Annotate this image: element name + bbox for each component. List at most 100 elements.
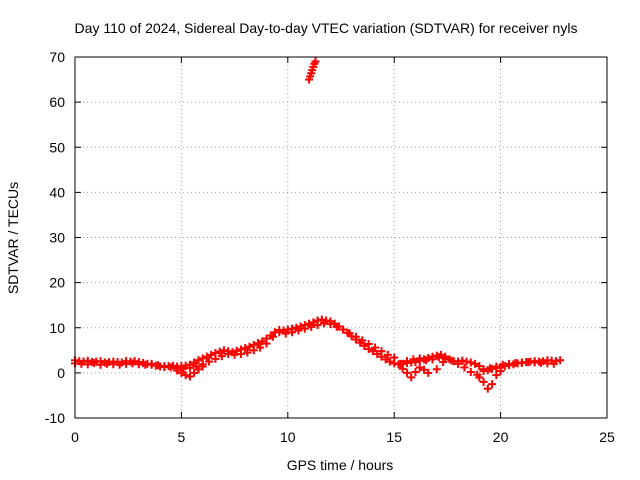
y-axis-label: SDTVAR / TECUs [5,182,21,294]
data-point [254,339,263,348]
data-point [377,347,386,356]
data-point [256,343,265,352]
data-point [339,325,348,334]
data-point [488,380,497,389]
data-point [300,324,309,333]
data-point [549,359,558,368]
data-point [432,365,441,374]
y-tick-label: 70 [49,49,65,65]
data-point [383,350,392,359]
chart-title: Day 110 of 2024, Sidereal Day-to-day VTE… [75,20,578,36]
x-axis-label: GPS time / hours [287,457,394,473]
x-tick-label: 20 [493,429,509,445]
x-tick-label: 15 [386,429,402,445]
data-point [460,363,469,372]
data-point [398,364,407,373]
data-point [215,347,224,356]
data-point [466,358,475,367]
data-point [447,356,456,365]
data-point [496,367,505,376]
data-point [332,322,341,331]
data-point [207,350,216,359]
data-point [307,322,316,331]
x-tick-label: 0 [71,429,79,445]
data-point [428,355,437,364]
y-tick-label: 40 [49,184,65,200]
data-point [364,339,373,348]
data-point [147,359,156,368]
data-point [385,357,394,366]
points-layer [71,57,565,393]
data-point [249,346,258,355]
data-point [262,339,271,348]
data-point [181,371,190,380]
data-point [313,321,322,330]
data-point [411,367,420,376]
data-point [294,326,303,335]
data-point [424,368,433,377]
data-point [309,318,318,327]
data-point [345,329,354,338]
data-point [402,357,411,366]
data-point [415,354,424,363]
data-point [371,343,380,352]
data-point [90,358,99,367]
data-point [194,356,203,365]
data-point [475,373,484,382]
data-point [281,329,290,338]
data-point [485,364,494,373]
data-point [402,368,411,377]
x-tick-label: 10 [280,429,296,445]
data-point [160,362,169,371]
data-point [185,363,194,372]
data-point [236,349,245,358]
data-point [211,354,220,363]
data-point [202,352,211,361]
data-point [185,372,194,381]
data-point [245,342,254,351]
plot-frame [74,56,608,419]
data-point [358,336,367,345]
data-point [483,384,492,393]
data-point [396,359,405,368]
data-point [288,328,297,337]
y-tick-label: 60 [49,94,65,110]
data-point [311,57,320,66]
data-point [194,365,203,374]
data-point [492,362,501,371]
y-tick-label: -10 [45,410,65,426]
data-point [205,357,214,366]
data-point [275,328,284,337]
data-point [466,367,475,376]
data-point [407,373,416,382]
data-point [258,337,267,346]
data-point [296,322,305,331]
data-point [479,377,488,386]
y-tick-label: 10 [49,320,65,336]
data-point [439,358,448,367]
data-point [241,344,250,353]
data-point [173,366,182,375]
y-tick-label: 20 [49,275,65,291]
grid-layer [75,57,607,418]
data-point [373,349,382,358]
data-point [243,348,252,357]
data-point [415,363,424,372]
data-point [217,352,226,361]
data-point [381,355,390,364]
data-point [198,362,207,371]
y-tick-label: 50 [49,139,65,155]
data-point [390,353,399,362]
data-point [454,359,463,368]
data-point [434,353,443,362]
data-point [351,332,360,341]
data-point [268,332,277,341]
data-point [190,368,199,377]
data-point [479,367,488,376]
data-point [326,320,335,329]
data-point [232,346,241,355]
x-tick-label: 25 [599,429,615,445]
data-point [360,341,369,350]
y-tick-label: 0 [57,365,65,381]
data-point [83,360,92,369]
